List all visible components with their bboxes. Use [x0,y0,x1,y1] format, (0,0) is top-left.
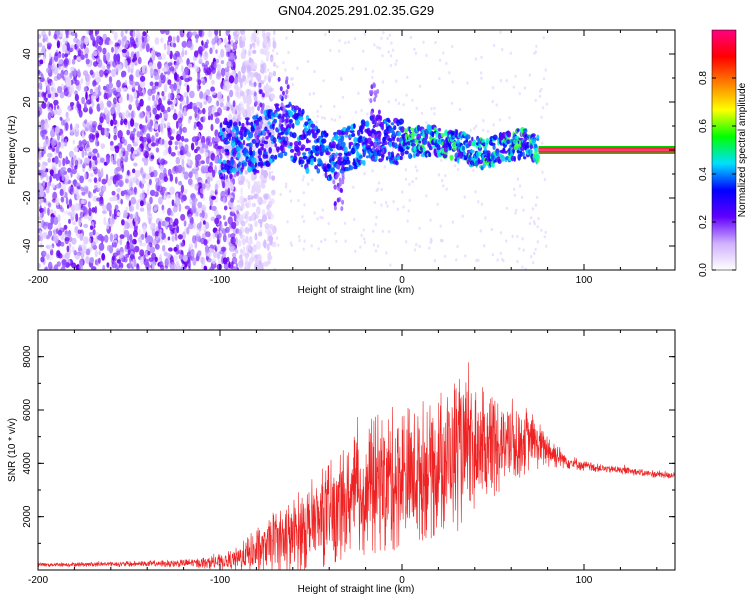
snr-series-line [38,362,675,570]
snr-y-tick-label: 8000 [22,345,33,368]
spectrogram-y-tick-label: -20 [22,190,33,205]
spectrogram-y-tick-label: 0 [22,147,33,153]
snr-y-tick-label: 4000 [22,452,33,475]
spectrogram-noise-speckle [38,30,549,270]
snr-x-tick-label: -100 [210,575,230,586]
spectrogram-signal-track [217,76,675,212]
chart-title: GN04.2025.291.02.35.G29 [278,3,434,18]
spectrogram-y-tick-label: 40 [22,48,33,60]
colorbar-tick-label: 0.8 [698,71,709,85]
colorbar: 0.0 0.2 0.4 0.6 0.8 Normalized spectral ampl… [698,29,748,277]
colorbar-ticks: 0.0 0.2 0.4 0.6 0.8 [698,29,737,277]
snr-y-axis-label: SNR (10 * v/v) [7,418,18,482]
colorbar-tick-label: 0.0 [698,263,709,277]
spectrogram-x-tick-label: -100 [210,275,230,286]
snr-axes: -200 -100 0 100 2000 4000 6000 8000 [22,329,676,586]
snr-x-tick-label: 0 [399,575,405,586]
colorbar-tick-label: 0.6 [698,119,709,133]
snr-x-tick-label: -200 [28,575,48,586]
spectrogram-x-tick-label: -200 [28,275,48,286]
snr-panel: -200 -100 0 100 2000 4000 6000 8000 Height of s… [7,329,676,595]
colorbar-tick-label: 0.2 [698,215,709,229]
colorbar-gradient [712,30,736,270]
spectrogram-y-axis-label: Frequency (Hz) [7,116,18,185]
spectrogram-x-axis-label: Height of straight line (km) [298,285,415,296]
spectrogram-x-tick-label: 100 [576,275,593,286]
colorbar-tick-label: 0.4 [698,167,709,181]
snr-y-tick-label: 6000 [22,398,33,421]
snr-y-tick-label: 2000 [22,505,33,528]
spectrogram-x-tick-label: 0 [399,275,405,286]
colorbar-label: Normalized spectral amplitude [737,82,748,217]
spectrogram-y-tick-label: 20 [22,96,33,108]
spectrogram-y-tick-label: -40 [22,238,33,253]
snr-x-tick-label: 100 [576,575,593,586]
snr-x-axis-label: Height of straight line (km) [298,584,415,595]
